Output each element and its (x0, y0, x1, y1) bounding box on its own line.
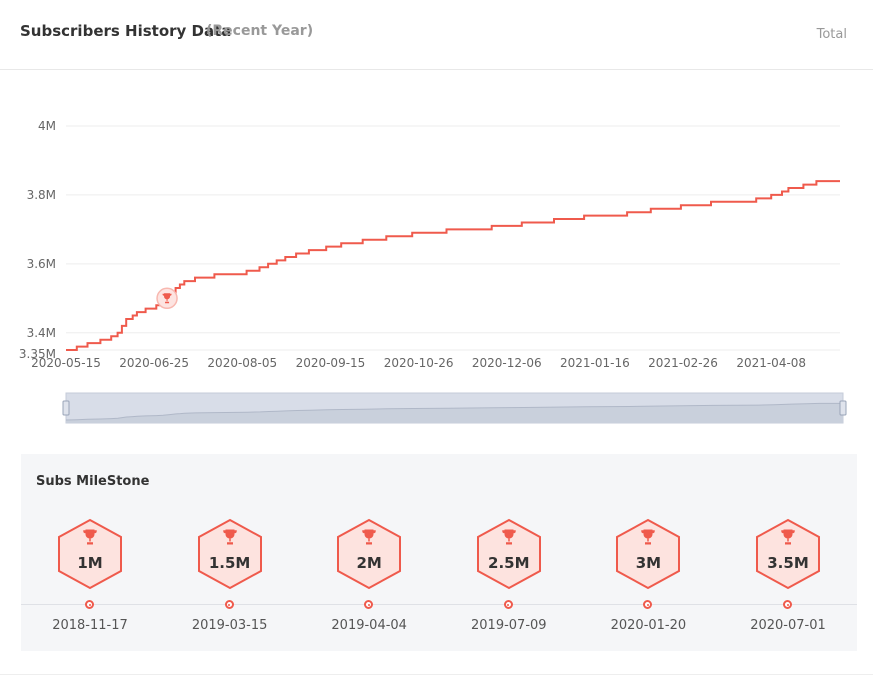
y-tick-label: 3.4M (27, 326, 56, 340)
milestone-label: 1M (77, 554, 103, 572)
slider-preview-area (66, 403, 843, 423)
milestone-date: 2020-07-01 (750, 618, 826, 633)
page-title: Subscribers History Data (20, 22, 232, 40)
x-tick-label: 2021-02-26 (648, 356, 718, 370)
milestone-dot (643, 600, 653, 609)
slider-preview-line (65, 402, 843, 421)
milestone-badge (337, 518, 402, 590)
y-tick-label: 4M (38, 119, 56, 133)
y-axis-labels: 4M 3.8M 3.6M 3.4M 3.35M (19, 119, 56, 361)
subscribers-line-chart: 4M 3.8M 3.6M 3.4M 3.35M 2020-05-15 2020-06-25… (19, 119, 847, 424)
milestone-dot (783, 600, 792, 609)
milestone-item: 3M 2020-01-20 (588, 518, 708, 638)
milestone-label: 3M (635, 554, 662, 572)
y-tick-label: 3.6M (27, 257, 56, 271)
x-tick-label: 2021-04-08 (736, 356, 806, 370)
chart-grid (66, 125, 840, 351)
datazoom-slider[interactable] (62, 392, 847, 424)
series-line-subscribers (66, 180, 840, 351)
milestone-dot (224, 600, 234, 609)
milestone-date: 2019-07-09 (471, 618, 547, 633)
milestone-label: 3.5M (767, 554, 809, 572)
milestone-marker[interactable] (156, 287, 178, 310)
milestone-item: 1.5M 2019-03-15 (170, 518, 290, 638)
y-tick-label: 3.35M (19, 347, 56, 361)
page-subtitle: (Recent Year) (206, 23, 314, 39)
trophy-icon (83, 529, 97, 545)
milestone-item: 1M 2018-11-17 (30, 518, 150, 638)
trophy-icon (502, 529, 516, 545)
milestone-badge (756, 518, 820, 590)
total-toggle[interactable]: Total (816, 27, 847, 42)
milestone-dot (364, 600, 374, 609)
trophy-icon (781, 529, 795, 545)
x-tick-label: 2020-06-25 (119, 356, 189, 370)
milestone-badge (616, 518, 681, 590)
slider-handle-right[interactable] (839, 400, 847, 416)
milestone-item: 3.5M 2020-07-01 (728, 518, 848, 638)
slider-handle-left[interactable] (62, 400, 70, 416)
milestone-dot (503, 600, 513, 609)
trophy-icon (162, 293, 172, 304)
footer-divider (0, 674, 873, 675)
x-tick-label: 2020-08-05 (207, 356, 277, 370)
milestone-item: 2M 2019-04-04 (309, 518, 429, 638)
milestone-label: 2M (356, 554, 382, 572)
milestone-timeline (21, 604, 857, 605)
y-tick-label: 3.8M (27, 188, 56, 202)
panel-header: Subscribers History Data (Recent Year) T… (0, 0, 873, 70)
x-tick-label: 2020-12-06 (472, 356, 542, 370)
milestone-dot (85, 600, 94, 609)
milestone-date: 2018-11-17 (52, 618, 128, 633)
trophy-icon (362, 529, 376, 545)
milestone-date: 2019-03-15 (191, 618, 268, 633)
x-tick-label: 2021-01-16 (560, 356, 630, 370)
trophy-icon (222, 529, 237, 545)
x-axis-labels: 2020-05-15 2020-06-25 2020-08-05 2020-09-15… (31, 356, 806, 370)
milestone-badge (58, 518, 122, 590)
milestone-item: 2.5M 2019-07-09 (449, 518, 569, 638)
milestone-panel-title: Subs MileStone (36, 474, 150, 489)
milestone-date: 2019-04-04 (331, 618, 407, 633)
milestone-badge (476, 518, 541, 590)
milestone-label: 2.5M (488, 554, 530, 572)
x-tick-label: 2020-10-26 (384, 356, 454, 370)
x-tick-label: 2020-09-15 (296, 356, 366, 370)
milestone-badge (197, 518, 262, 590)
trophy-icon (641, 529, 656, 545)
milestone-label: 1.5M (208, 554, 251, 572)
milestone-panel: Subs MileStone 1M 2018-11-17 1.5M 2019-03-1… (21, 454, 857, 651)
x-tick-label: 2020-05-15 (31, 356, 101, 370)
milestone-date: 2020-01-20 (610, 618, 687, 633)
